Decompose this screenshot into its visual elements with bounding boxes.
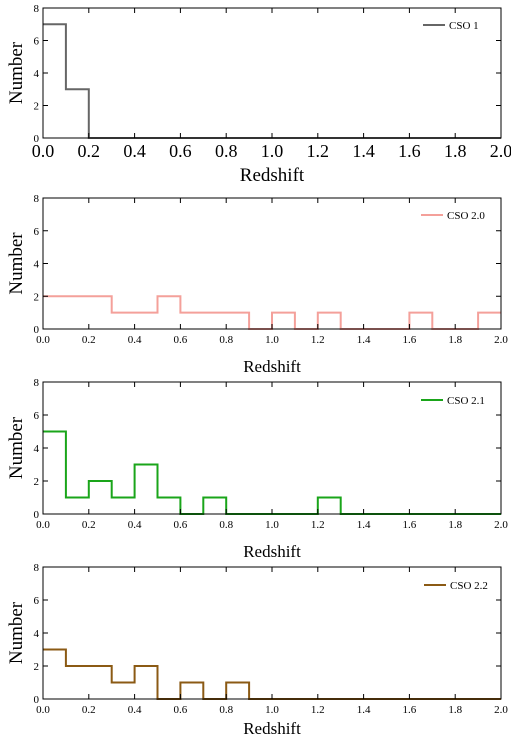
- legend-label: CSO 2.1: [447, 395, 485, 407]
- y-tick-label: 4: [34, 68, 40, 80]
- x-axis-title: Redshift: [243, 719, 301, 738]
- x-tick-label: 1.4: [357, 334, 371, 346]
- x-tick-label: 0.6: [174, 334, 188, 346]
- x-tick-label: 0.4: [128, 334, 142, 346]
- x-tick-label: 1.8: [448, 334, 462, 346]
- x-tick-label: 0.0: [36, 519, 50, 531]
- x-tick-label: 2.0: [494, 704, 508, 716]
- histogram-panel-4: 0.0 0.2 0.4 0.6 0.8 1.0 1.2 1.4 1.6 1.8 2.0 0 2 4 6 8 Re…: [6, 562, 508, 738]
- x-tick-label: 1.8: [448, 519, 462, 531]
- x-tick-label: 1.4: [357, 519, 371, 531]
- x-tick-label: 0.0: [36, 704, 50, 716]
- x-tick-label: 0.4: [123, 141, 146, 161]
- legend-label: CSO 2.2: [450, 580, 488, 592]
- y-tick-label: 0: [34, 133, 40, 145]
- x-axis-title: Redshift: [243, 542, 301, 561]
- x-tick-label: 0.8: [219, 704, 233, 716]
- x-tick-label: 1.2: [311, 334, 325, 346]
- x-tick-label: 1.6: [403, 334, 417, 346]
- x-axis-title: Redshift: [240, 165, 305, 186]
- x-tick-label: 1.0: [261, 141, 284, 161]
- y-tick-label: 8: [34, 562, 40, 574]
- x-tick-label: 0.8: [215, 141, 238, 161]
- y-tick-label: 0: [34, 694, 40, 706]
- y-tick-label: 4: [34, 259, 40, 271]
- y-tick-label: 0: [34, 324, 40, 336]
- y-tick-label: 6: [34, 226, 40, 238]
- y-tick-label: 6: [34, 36, 40, 48]
- x-tick-label: 1.6: [398, 141, 421, 161]
- x-tick-label: 1.6: [403, 704, 417, 716]
- y-tick-label: 8: [34, 377, 40, 389]
- histogram-panel-3: 0.0 0.2 0.4 0.6 0.8 1.0 1.2 1.4 1.6 1.8 2.0 0 2 4 6 8 Re…: [6, 377, 508, 561]
- y-tick-label: 8: [34, 193, 40, 205]
- x-tick-label: 0.6: [174, 519, 188, 531]
- x-tick-label: 2.0: [494, 519, 508, 531]
- histogram-step-line: [43, 23, 501, 139]
- x-tick-label: 0.4: [128, 519, 142, 531]
- histogram-step-line: [43, 430, 501, 515]
- x-tick-label: 2.0: [490, 141, 511, 161]
- y-axis-title: Number: [6, 416, 27, 479]
- y-tick-label: 4: [34, 443, 40, 455]
- y-tick-label: 2: [34, 101, 40, 113]
- x-tick-label: 1.2: [311, 519, 325, 531]
- x-axis-title: Redshift: [243, 357, 301, 376]
- x-tick-label: 1.2: [311, 704, 325, 716]
- x-tick-label: 0.6: [169, 141, 192, 161]
- x-tick-label: 1.6: [403, 519, 417, 531]
- y-tick-label: 0: [34, 509, 40, 521]
- x-tick-label: 0.4: [128, 704, 142, 716]
- x-tick-label: 1.8: [448, 704, 462, 716]
- histogram-step-line: [43, 295, 501, 330]
- y-tick-label: 4: [34, 628, 40, 640]
- y-axis-title: Number: [6, 232, 27, 295]
- x-tick-label: 1.0: [265, 519, 279, 531]
- y-tick-label: 2: [34, 291, 40, 303]
- y-tick-label: 2: [34, 476, 40, 488]
- y-axis-title: Number: [6, 41, 27, 104]
- x-tick-label: 0.2: [82, 704, 96, 716]
- histogram-panel-2: 0.0 0.2 0.4 0.6 0.8 1.0 1.2 1.4 1.6 1.8 2.0 0 2 4 6 8 Re…: [6, 193, 508, 376]
- y-axis-title: Number: [6, 601, 27, 664]
- x-tick-label: 0.8: [219, 519, 233, 531]
- plot-frame: [42, 7, 502, 139]
- x-tick-label: 0.0: [36, 334, 50, 346]
- x-tick-label: 0.6: [174, 704, 188, 716]
- legend-label: CSO 2.0: [447, 210, 485, 222]
- x-tick-label: 1.4: [352, 141, 375, 161]
- y-tick-label: 8: [34, 3, 40, 15]
- x-tick-label: 0.2: [82, 334, 96, 346]
- histogram-step-line: [43, 648, 501, 700]
- y-tick-label: 2: [34, 661, 40, 673]
- y-tick-label: 6: [34, 595, 40, 607]
- histogram-panel-1: 0.0 0.2 0.4 0.6 0.8 1.0 1.2 1.4 1.6 1.8 2.0 0 2 4 6 8 Re…: [6, 3, 511, 186]
- x-tick-label: 1.2: [307, 141, 330, 161]
- legend-label: CSO 1: [449, 20, 479, 32]
- x-tick-label: 1.0: [265, 334, 279, 346]
- x-tick-label: 1.0: [265, 704, 279, 716]
- x-tick-label: 0.2: [82, 519, 96, 531]
- x-tick-label: 0.8: [219, 334, 233, 346]
- y-tick-label: 6: [34, 410, 40, 422]
- x-tick-label: 1.4: [357, 704, 371, 716]
- x-tick-label: 2.0: [494, 334, 508, 346]
- x-tick-label: 0.0: [32, 141, 55, 161]
- x-tick-label: 1.8: [444, 141, 467, 161]
- x-tick-label: 0.2: [78, 141, 101, 161]
